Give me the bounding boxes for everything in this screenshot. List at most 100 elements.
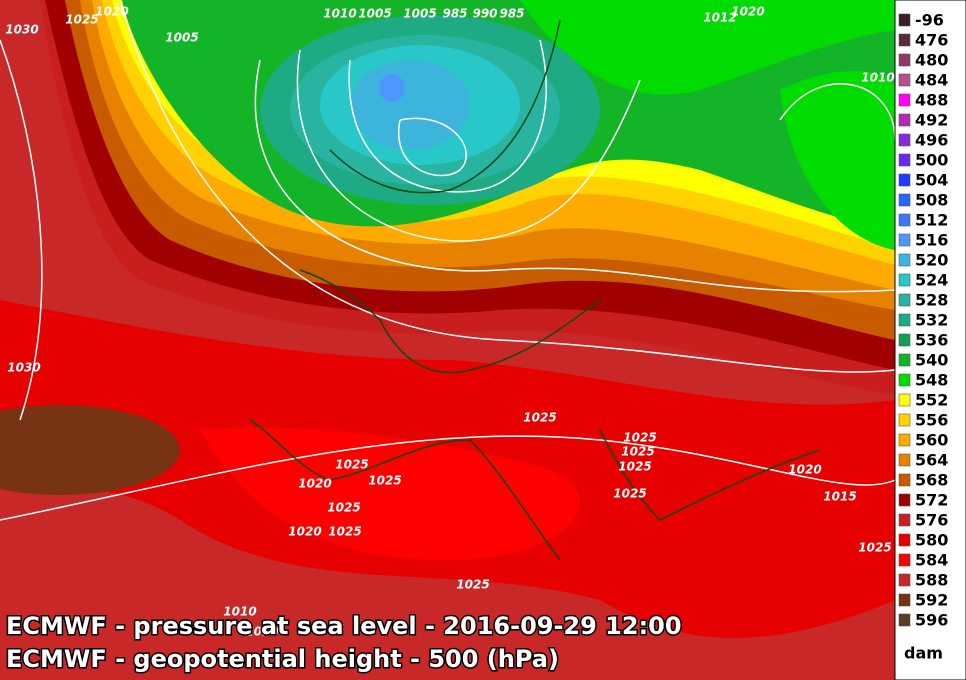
isobar-label: 1015	[823, 490, 856, 504]
legend-swatch	[898, 273, 911, 287]
isobar-label: 1025	[456, 578, 489, 592]
legend-swatch	[898, 413, 911, 427]
isobar-label: 990	[472, 7, 497, 21]
field-516	[379, 74, 405, 102]
legend-label: 552	[915, 391, 948, 410]
legend-label: 540	[915, 351, 948, 370]
legend-swatch	[898, 233, 911, 247]
isobar-label: 1025	[328, 525, 361, 539]
legend-swatch	[898, 453, 911, 467]
field-548	[520, 0, 895, 95]
legend-swatch	[898, 73, 911, 87]
legend-swatch	[898, 353, 911, 367]
isobar-label: 1025	[623, 431, 656, 445]
legend-label: 596	[915, 611, 948, 630]
legend-swatch	[898, 13, 911, 27]
isobar-label: 1012	[703, 11, 736, 25]
legend-swatch	[898, 433, 911, 447]
legend-label: 508	[915, 191, 948, 210]
isobar-label: 1010	[323, 7, 356, 21]
isobar-label: 1025	[368, 474, 401, 488]
legend-label: 488	[915, 91, 948, 110]
map-fields	[0, 0, 895, 680]
legend-swatch	[898, 293, 911, 307]
legend-swatch	[898, 373, 911, 387]
legend-swatch	[898, 213, 911, 227]
legend-label: 504	[915, 171, 948, 190]
caption: ECMWF - geopotential height - 500 (hPa)	[6, 645, 559, 673]
legend-swatch	[898, 153, 911, 167]
legend-label: 580	[915, 531, 948, 550]
legend-swatch	[898, 553, 911, 567]
caption: ECMWF - pressure at sea level - 2016-09-…	[6, 612, 682, 640]
legend-swatch	[898, 173, 911, 187]
legend-label: 532	[915, 311, 948, 330]
legend-label: 556	[915, 411, 948, 430]
isobar-label: 1005	[358, 7, 391, 21]
legend-label: 512	[915, 211, 948, 230]
field-520	[350, 60, 470, 150]
legend-label: 484	[915, 71, 948, 90]
legend-label: 516	[915, 231, 948, 250]
isobars	[0, 0, 895, 521]
legend-label: 592	[915, 591, 948, 610]
legend-label: 576	[915, 511, 948, 530]
legend-label: 520	[915, 251, 948, 270]
isobar-label: 1020	[298, 477, 331, 491]
legend-label: 572	[915, 491, 948, 510]
legend-label: 536	[915, 331, 948, 350]
legend-swatch	[898, 393, 911, 407]
field-592	[0, 405, 180, 495]
legend-swatch	[898, 33, 911, 47]
isobar-label: 1030	[7, 361, 40, 375]
isobar-label: 985	[442, 7, 467, 21]
legend-label: 480	[915, 51, 948, 70]
legend-label: 548	[915, 371, 948, 390]
legend-swatch	[898, 113, 911, 127]
isobar-label: 1020	[245, 625, 278, 639]
legend-label: 564	[915, 451, 948, 470]
isobar-label: 1025	[858, 541, 891, 555]
legend-swatch	[898, 473, 911, 487]
isobar-label: 1025	[523, 411, 556, 425]
isobar-label: 1020	[288, 525, 321, 539]
legend-swatch	[898, 253, 911, 267]
isobar-label: 1025	[335, 458, 368, 472]
legend-swatch	[898, 333, 911, 347]
legend-swatch	[898, 313, 911, 327]
isobar-label: 1025	[618, 460, 651, 474]
legend-label: 476	[915, 31, 948, 50]
isobar-label: 1025	[621, 445, 654, 459]
isobar-label: 1025	[613, 487, 646, 501]
legend-label: 528	[915, 291, 948, 310]
isobar-label: 1025	[65, 13, 98, 27]
legend-swatch	[898, 613, 911, 627]
legend-label: -96	[915, 11, 944, 30]
legend-swatch	[898, 133, 911, 147]
isobar-label: 1010	[861, 71, 894, 85]
isobar-label: 1005	[403, 7, 436, 21]
isobar-label: 985	[499, 7, 524, 21]
isobar-label: 1010	[223, 605, 256, 619]
legend-label: 588	[915, 571, 948, 590]
field-584	[200, 427, 581, 560]
legend-swatch	[898, 533, 911, 547]
legend-label: 500	[915, 151, 948, 170]
legend-label: 560	[915, 431, 948, 450]
isobar-label: 1020	[95, 5, 128, 19]
isobar-label: 1030	[5, 23, 38, 37]
legend-swatch	[898, 193, 911, 207]
legend-label: 496	[915, 131, 948, 150]
legend-swatch	[898, 93, 911, 107]
legend-swatch	[898, 493, 911, 507]
legend-label: 568	[915, 471, 948, 490]
isobar-label: 1025	[327, 501, 360, 515]
legend-label: 584	[915, 551, 948, 570]
isobar-label: 1005	[165, 31, 198, 45]
legend-swatch	[898, 593, 911, 607]
coastlines	[249, 19, 821, 561]
isobar-label: 1020	[788, 463, 821, 477]
legend-unit: dam	[904, 644, 943, 663]
